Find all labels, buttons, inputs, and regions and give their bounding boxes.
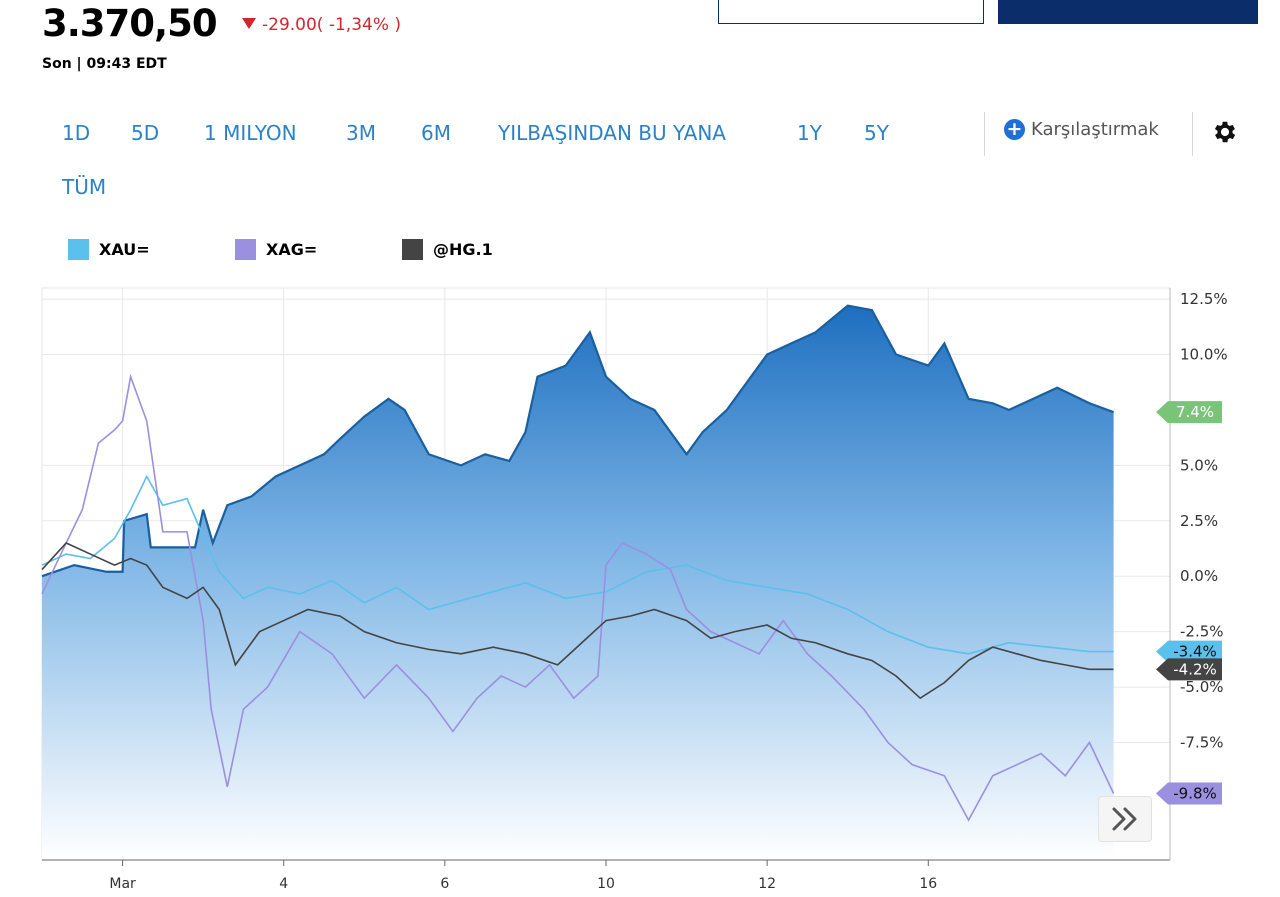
last-update-time: Son | 09:43 EDT bbox=[42, 56, 167, 72]
compare-label: Karşılaştırmak bbox=[1031, 119, 1159, 140]
badge-shape bbox=[1156, 658, 1222, 681]
badge-shape bbox=[1156, 782, 1222, 805]
range-5y[interactable]: 5Y bbox=[864, 121, 889, 145]
x-tick-label: 4 bbox=[279, 876, 288, 892]
x-tick-label: 12 bbox=[758, 876, 776, 892]
legend-xag[interactable]: XAG= bbox=[235, 239, 317, 260]
down-arrow-icon bbox=[242, 18, 256, 29]
badge-label: -4.2% bbox=[1173, 660, 1217, 678]
compare-button[interactable]: + Karşılaştırmak bbox=[1004, 119, 1159, 140]
gear-icon[interactable] bbox=[1211, 118, 1239, 146]
legend-swatch bbox=[68, 239, 89, 260]
badge-label: 7.4% bbox=[1176, 403, 1214, 421]
divider bbox=[1192, 112, 1193, 156]
last-value-badge: -4.2% bbox=[1156, 658, 1222, 681]
badge-shape bbox=[1156, 640, 1222, 663]
legend-label: @HG.1 bbox=[433, 240, 493, 259]
legend-label: XAU= bbox=[99, 240, 150, 259]
legend-hg[interactable]: @HG.1 bbox=[402, 239, 493, 260]
range-all[interactable]: TÜM bbox=[62, 175, 107, 199]
range-ytd[interactable]: YILBAŞINDAN BU YANA bbox=[498, 121, 726, 145]
last-price: 3.370,50 bbox=[42, 2, 218, 45]
divider bbox=[984, 112, 985, 156]
price-change: -29.00( -1,34% ) bbox=[242, 15, 401, 35]
y-tick-label: 12.5% bbox=[1180, 290, 1228, 308]
range-3m[interactable]: 3M bbox=[346, 121, 376, 145]
x-tick-label: Mar bbox=[109, 876, 136, 892]
y-tick-label: 5.0% bbox=[1180, 456, 1218, 474]
price-change-value: -29.00( -1,34% ) bbox=[262, 15, 402, 35]
primary-button[interactable] bbox=[998, 0, 1258, 24]
x-tick-label: 16 bbox=[919, 876, 937, 892]
range-5d[interactable]: 5D bbox=[131, 121, 160, 145]
area-series-line bbox=[41, 304, 1114, 578]
series-line-xag bbox=[41, 373, 1115, 822]
legend-label: XAG= bbox=[266, 240, 318, 259]
legend-swatch bbox=[235, 239, 256, 260]
x-tick-label: 10 bbox=[597, 876, 615, 892]
legend-xau[interactable]: XAU= bbox=[68, 239, 150, 260]
scroll-forward-button[interactable] bbox=[1098, 796, 1152, 842]
last-value-badge: 7.4% bbox=[1156, 401, 1222, 424]
last-value-badge: -3.4% bbox=[1156, 640, 1222, 663]
y-tick-label: 2.5% bbox=[1180, 512, 1218, 530]
outline-button[interactable] bbox=[718, 0, 984, 24]
double-chevron-right-icon bbox=[1112, 807, 1137, 831]
area-fill bbox=[42, 305, 1114, 860]
badge-shape bbox=[1156, 401, 1222, 424]
legend-swatch bbox=[402, 239, 423, 260]
plus-icon: + bbox=[1004, 119, 1025, 140]
y-tick-label: -7.5% bbox=[1180, 733, 1224, 751]
badge-label: -3.4% bbox=[1173, 643, 1217, 661]
range-1y[interactable]: 1Y bbox=[797, 121, 822, 145]
x-tick-label: 6 bbox=[440, 876, 449, 892]
last-value-badge: -9.8% bbox=[1156, 782, 1222, 805]
range-6m[interactable]: 6M bbox=[421, 121, 451, 145]
badge-label: -9.8% bbox=[1173, 784, 1217, 802]
y-tick-label: 0.0% bbox=[1180, 567, 1218, 585]
series-line-hg1 bbox=[41, 541, 1114, 700]
range-1m[interactable]: 1 MILYON bbox=[204, 121, 297, 145]
y-tick-label: 10.0% bbox=[1180, 346, 1228, 364]
y-tick-label: -5.0% bbox=[1180, 678, 1224, 696]
price-chart[interactable]: 12.5% 10.0% 5.0% 2.5% 0.0% -2.5% -5.0% -7.5% Mar… bbox=[0, 280, 1280, 897]
range-1d[interactable]: 1D bbox=[62, 121, 91, 145]
y-tick-label: -2.5% bbox=[1180, 623, 1224, 641]
